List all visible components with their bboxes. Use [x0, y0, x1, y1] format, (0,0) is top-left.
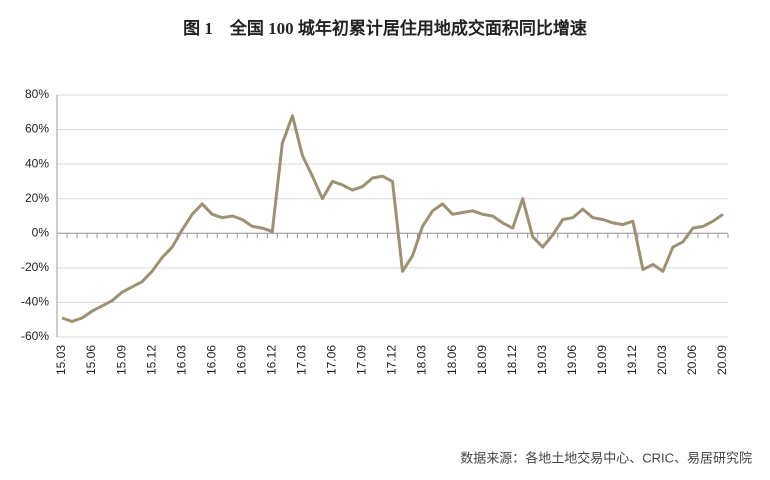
x-tick-label: 19.09 [595, 345, 609, 375]
x-tick-label: 19.12 [625, 345, 639, 375]
source-note: 数据来源：各地土地交易中心、CRIC、易居研究院 [460, 450, 752, 465]
x-tick-label: 17.03 [295, 345, 309, 375]
x-tick-label: 15.03 [54, 345, 68, 375]
x-tick-label: 16.03 [174, 345, 188, 375]
y-tick-label: 80% [25, 87, 49, 101]
x-tick-label: 19.06 [565, 345, 579, 375]
x-tick-label: 15.09 [114, 345, 128, 375]
x-tick-label: 15.06 [84, 345, 98, 375]
x-tick-label: 20.06 [685, 345, 699, 375]
x-tick-label: 19.03 [535, 345, 549, 375]
x-tick-label: 17.06 [325, 345, 339, 375]
y-tick-label: -20% [21, 260, 49, 274]
x-tick-label: 15.12 [144, 345, 158, 375]
x-tick-label: 18.06 [445, 345, 459, 375]
y-tick-label: 60% [25, 122, 49, 136]
x-tick-label: 18.09 [475, 345, 489, 375]
x-tick-label: 20.03 [655, 345, 669, 375]
x-tick-label: 16.06 [204, 345, 218, 375]
x-tick-label: 16.09 [234, 345, 248, 375]
x-tick-label: 18.03 [415, 345, 429, 375]
x-tick-label: 17.09 [355, 345, 369, 375]
y-tick-label: 20% [25, 191, 49, 205]
x-tick-label: 17.12 [385, 345, 399, 375]
y-tick-label: -60% [21, 329, 49, 343]
x-tick-label: 16.12 [264, 345, 278, 375]
x-tick-label: 18.12 [505, 345, 519, 375]
chart-title: 图 1 全国 100 城年初累计居住用地成交面积同比增速 [183, 18, 587, 38]
y-tick-label: 40% [25, 156, 49, 170]
x-tick-label: 20.09 [715, 345, 729, 375]
y-tick-label: 0% [32, 225, 50, 239]
y-tick-label: -40% [21, 295, 49, 309]
data-line [61, 114, 724, 323]
